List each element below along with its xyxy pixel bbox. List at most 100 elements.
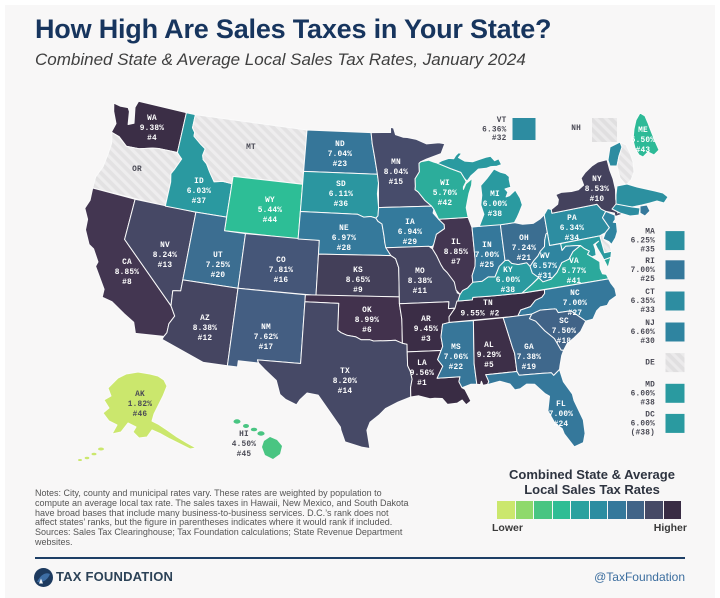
svg-text:6.57%: 6.57% — [533, 263, 558, 271]
svg-text:NV: NV — [160, 242, 170, 250]
svg-text:NJ: NJ — [645, 320, 655, 328]
svg-text:#34: #34 — [565, 235, 580, 243]
svg-text:HI: HI — [239, 431, 249, 439]
svg-text:#15: #15 — [389, 179, 404, 187]
svg-text:#16: #16 — [274, 277, 289, 285]
svg-text:6.00%: 6.00% — [496, 277, 521, 285]
svg-text:6.36%: 6.36% — [482, 127, 507, 135]
svg-text:PA: PA — [567, 215, 577, 223]
svg-text:7.25%: 7.25% — [206, 262, 231, 270]
svg-text:MN: MN — [391, 159, 401, 167]
svg-text:DC: DC — [645, 411, 655, 419]
svg-text:MO: MO — [415, 268, 425, 276]
svg-text:UT: UT — [213, 252, 223, 260]
svg-text:MD: MD — [645, 381, 655, 389]
svg-text:6.03%: 6.03% — [187, 188, 212, 196]
svg-text:6.00%: 6.00% — [631, 420, 656, 428]
svg-text:NE: NE — [339, 225, 349, 233]
svg-text:#27: #27 — [568, 310, 583, 318]
svg-text:8.53%: 8.53% — [585, 186, 610, 194]
svg-text:CO: CO — [276, 257, 286, 265]
svg-text:6.94%: 6.94% — [398, 229, 423, 237]
svg-text:#11: #11 — [413, 288, 428, 296]
svg-text:9.56%: 9.56% — [410, 370, 435, 378]
svg-text:#31: #31 — [538, 273, 553, 281]
svg-text:#18: #18 — [557, 338, 572, 346]
svg-text:TX: TX — [340, 368, 350, 376]
svg-text:MI: MI — [490, 191, 500, 199]
svg-text:5.70%: 5.70% — [433, 190, 458, 198]
svg-text:8.04%: 8.04% — [384, 169, 409, 177]
svg-text:SC: SC — [559, 318, 569, 326]
svg-text:#28: #28 — [337, 245, 352, 253]
svg-text:8.65%: 8.65% — [346, 277, 371, 285]
svg-text:CA: CA — [122, 259, 132, 267]
svg-text:#41: #41 — [567, 278, 582, 286]
svg-text:8.85%: 8.85% — [444, 249, 469, 257]
svg-text:VT: VT — [497, 117, 507, 125]
svg-text:8.38%: 8.38% — [193, 325, 218, 333]
svg-text:8.24%: 8.24% — [153, 252, 178, 260]
svg-text:#33: #33 — [640, 307, 655, 315]
svg-text:7.00%: 7.00% — [631, 267, 656, 275]
svg-text:#20: #20 — [211, 272, 226, 280]
svg-text:#13: #13 — [158, 262, 173, 270]
svg-text:OH: OH — [519, 235, 529, 243]
svg-text:7.62%: 7.62% — [254, 334, 279, 342]
svg-text:MS: MS — [451, 344, 461, 352]
svg-text:ID: ID — [194, 178, 204, 186]
svg-text:#30: #30 — [640, 338, 655, 346]
svg-text:RI: RI — [645, 258, 655, 266]
svg-text:LA: LA — [417, 360, 427, 368]
svg-text:6.25%: 6.25% — [631, 238, 656, 246]
svg-text:9.29%: 9.29% — [477, 352, 502, 360]
svg-text:AZ: AZ — [200, 315, 210, 323]
svg-text:6.34%: 6.34% — [560, 225, 585, 233]
svg-text:KY: KY — [503, 267, 513, 275]
svg-text:#9: #9 — [353, 287, 363, 295]
svg-text:#6: #6 — [362, 327, 372, 335]
svg-text:9.45%: 9.45% — [414, 326, 439, 334]
svg-text:#32: #32 — [492, 135, 507, 143]
svg-text:#36: #36 — [334, 201, 349, 209]
svg-text:7.24%: 7.24% — [512, 245, 537, 253]
svg-text:#25: #25 — [480, 262, 495, 270]
svg-text:WV: WV — [540, 253, 550, 261]
svg-text:#3: #3 — [421, 336, 431, 344]
svg-text:#23: #23 — [333, 161, 348, 169]
svg-text:WI: WI — [440, 180, 450, 188]
svg-text:#45: #45 — [237, 451, 252, 459]
svg-text:#38: #38 — [501, 287, 516, 295]
svg-text:#38: #38 — [488, 211, 503, 219]
svg-text:#1: #1 — [417, 380, 427, 388]
svg-text:TN: TN — [483, 300, 493, 308]
svg-text:SD: SD — [336, 181, 346, 189]
svg-text:#37: #37 — [192, 198, 207, 206]
svg-text:NM: NM — [261, 324, 271, 332]
svg-text:NY: NY — [592, 176, 602, 184]
svg-text:MT: MT — [246, 144, 256, 152]
svg-text:8.99%: 8.99% — [355, 317, 380, 325]
svg-text:6.35%: 6.35% — [631, 298, 656, 306]
svg-text:#24: #24 — [554, 421, 569, 429]
svg-text:#5: #5 — [484, 362, 494, 370]
svg-text:#17: #17 — [259, 344, 274, 352]
svg-text:ME: ME — [638, 127, 648, 135]
svg-text:9.55% #2: 9.55% #2 — [460, 311, 499, 319]
svg-text:#12: #12 — [198, 335, 213, 343]
svg-text:6.97%: 6.97% — [332, 235, 357, 243]
svg-text:7.06%: 7.06% — [444, 354, 469, 362]
svg-text:#8: #8 — [122, 279, 132, 287]
svg-text:DE: DE — [645, 360, 655, 368]
svg-text:#35: #35 — [640, 247, 655, 255]
svg-text:AR: AR — [421, 316, 431, 324]
svg-text:IN: IN — [482, 242, 492, 250]
svg-text:(#38): (#38) — [631, 429, 655, 437]
svg-text:AL: AL — [484, 342, 494, 350]
svg-text:6.11%: 6.11% — [329, 191, 354, 199]
svg-text:7.00%: 7.00% — [475, 252, 500, 260]
svg-text:7.38%: 7.38% — [517, 354, 542, 362]
svg-text:7.00%: 7.00% — [549, 411, 574, 419]
svg-text:WA: WA — [147, 115, 157, 123]
svg-text:#43: #43 — [636, 147, 651, 155]
